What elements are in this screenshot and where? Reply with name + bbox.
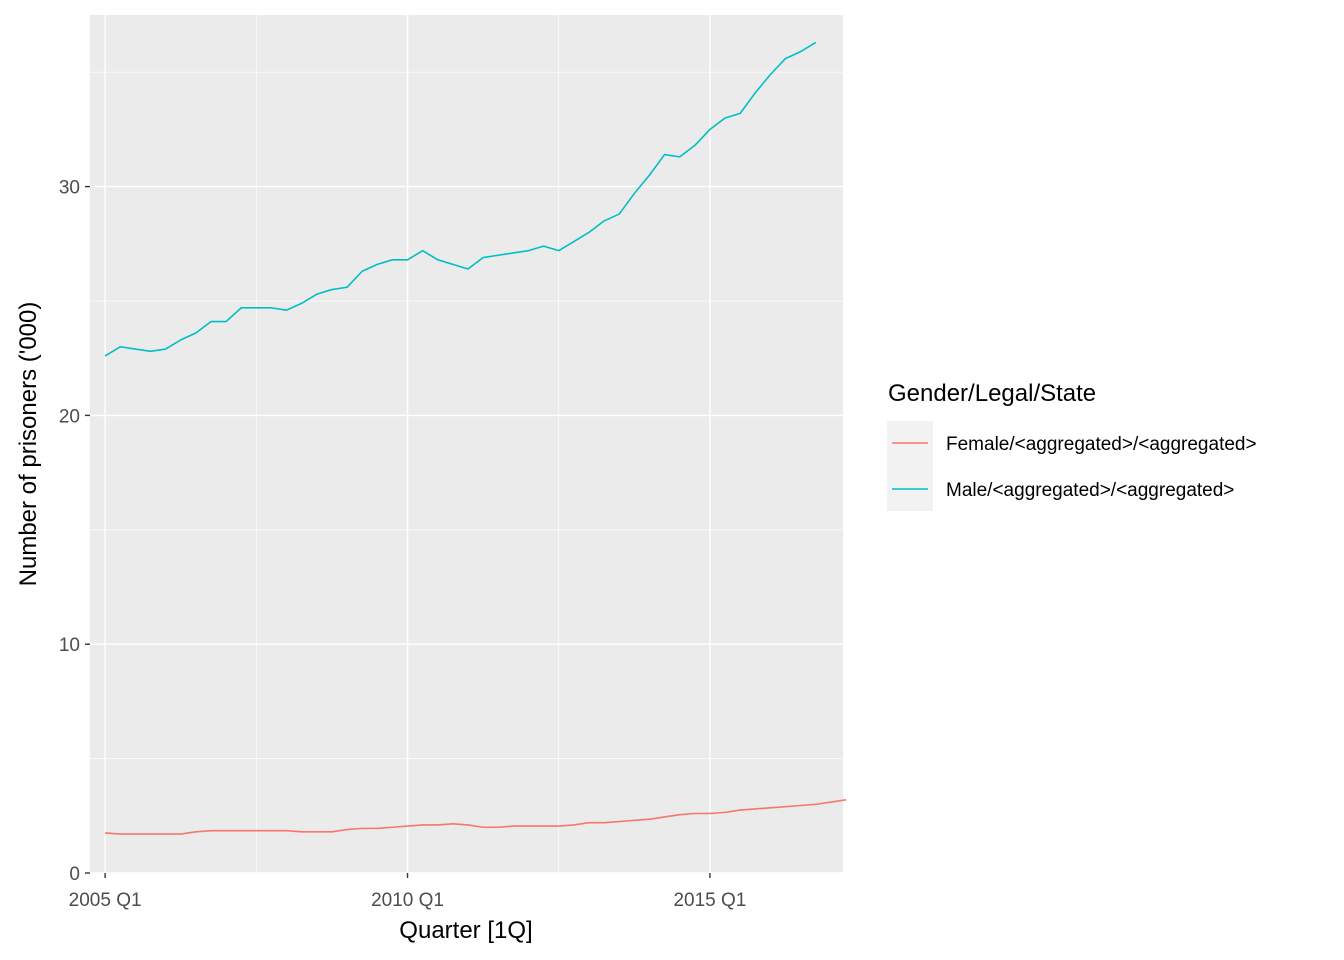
y-tick-label: 10 bbox=[59, 635, 80, 656]
y-tick-label: 20 bbox=[59, 406, 80, 427]
legend: Gender/Legal/State Female/<aggregated>/<… bbox=[887, 380, 1257, 511]
legend-label-female: Female/<aggregated>/<aggregated> bbox=[946, 434, 1257, 455]
series-line-female bbox=[105, 798, 847, 835]
plot-panel bbox=[90, 15, 843, 873]
major-gridlines bbox=[90, 15, 843, 874]
x-tick-label: 2015 Q1 bbox=[673, 890, 746, 911]
y-tick-label: 30 bbox=[59, 178, 80, 199]
legend-title: Gender/Legal/State bbox=[888, 380, 1096, 407]
legend-label-male: Male/<aggregated>/<aggregated> bbox=[946, 480, 1234, 501]
series-lines bbox=[104, 41, 847, 835]
minor-gridlines bbox=[90, 15, 843, 873]
y-axis: 0 10 20 30 bbox=[59, 178, 90, 885]
x-tick-label: 2010 Q1 bbox=[371, 890, 444, 911]
y-axis-title: Number of prisoners ('000) bbox=[15, 302, 42, 587]
legend-key-background bbox=[887, 421, 933, 511]
series-line-male bbox=[104, 41, 817, 357]
x-axis: 2005 Q1 2010 Q1 2015 Q1 bbox=[69, 873, 746, 911]
x-tick-label: 2005 Q1 bbox=[69, 890, 142, 911]
x-axis-title: Quarter [1Q] bbox=[399, 917, 532, 944]
y-tick-label: 0 bbox=[69, 864, 80, 885]
